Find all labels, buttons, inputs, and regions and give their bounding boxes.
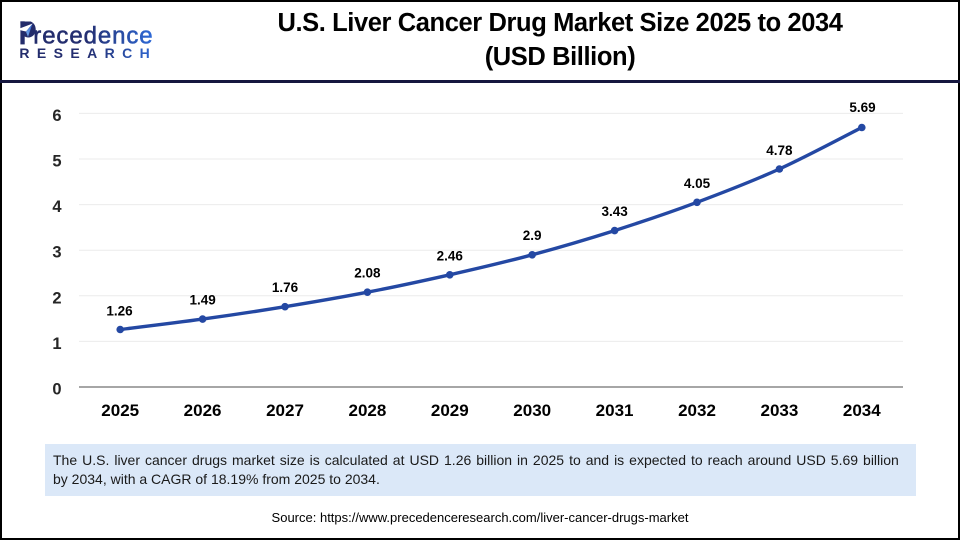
svg-text:1.76: 1.76 bbox=[272, 280, 299, 295]
svg-text:2031: 2031 bbox=[596, 401, 634, 420]
svg-text:1.49: 1.49 bbox=[189, 293, 215, 308]
svg-text:0: 0 bbox=[52, 381, 61, 399]
svg-text:2026: 2026 bbox=[184, 401, 222, 420]
svg-text:2.46: 2.46 bbox=[437, 248, 464, 263]
svg-text:5: 5 bbox=[52, 153, 61, 171]
svg-text:2025: 2025 bbox=[101, 401, 139, 420]
svg-text:2.08: 2.08 bbox=[354, 266, 381, 281]
svg-text:5.69: 5.69 bbox=[849, 100, 875, 115]
svg-text:2034: 2034 bbox=[843, 401, 881, 420]
svg-text:3.43: 3.43 bbox=[601, 204, 628, 219]
svg-text:3: 3 bbox=[52, 244, 61, 262]
svg-text:2029: 2029 bbox=[431, 401, 469, 420]
svg-text:4: 4 bbox=[52, 198, 62, 216]
svg-text:2027: 2027 bbox=[266, 401, 304, 420]
svg-text:2.9: 2.9 bbox=[523, 228, 542, 243]
svg-text:recedence: recedence bbox=[33, 23, 153, 50]
svg-text:2: 2 bbox=[52, 289, 61, 307]
svg-text:RESEARCH: RESEARCH bbox=[19, 45, 157, 61]
svg-text:1: 1 bbox=[52, 335, 61, 353]
svg-text:4.05: 4.05 bbox=[684, 176, 711, 191]
svg-text:4.78: 4.78 bbox=[766, 143, 793, 158]
svg-text:2032: 2032 bbox=[678, 401, 716, 420]
svg-text:2033: 2033 bbox=[760, 401, 798, 420]
svg-text:6: 6 bbox=[52, 107, 61, 125]
svg-text:1.26: 1.26 bbox=[106, 304, 133, 319]
svg-text:2030: 2030 bbox=[513, 401, 551, 420]
svg-text:2028: 2028 bbox=[348, 401, 386, 420]
